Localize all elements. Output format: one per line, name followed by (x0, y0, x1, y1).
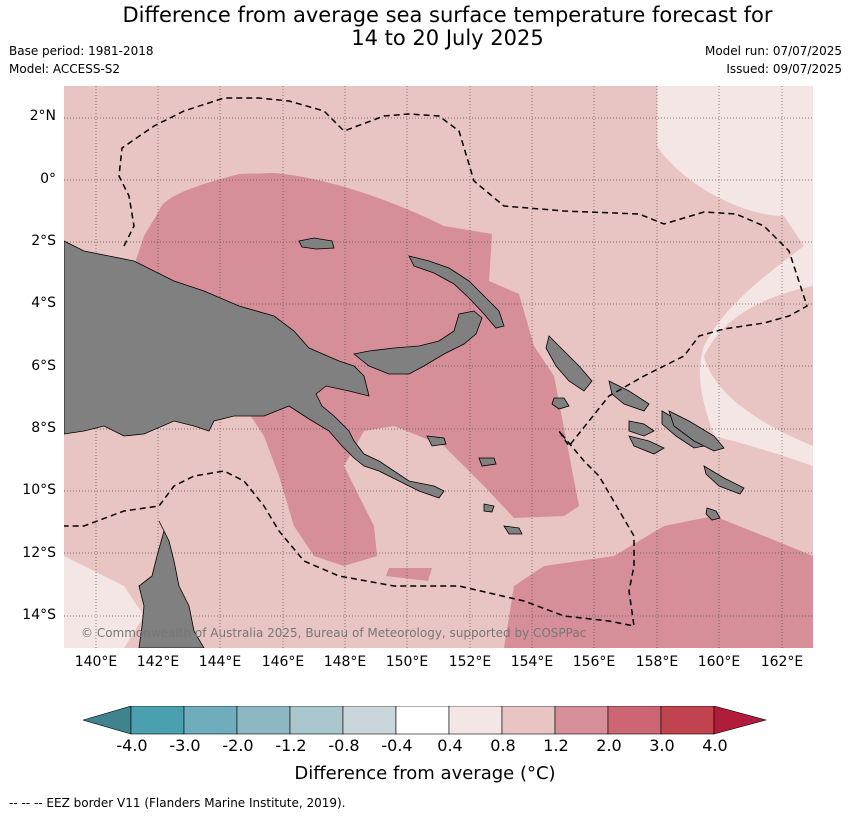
lon-label-148e: 148°E (323, 654, 367, 670)
lat-label-14s: 14°S (22, 607, 56, 623)
copyright-notice: © Commonwealth of Australia 2025, Bureau… (81, 626, 587, 640)
anomaly-region-0-4-0-8-east (657, 86, 813, 648)
chart-title: Difference from average sea surface temp… (0, 4, 850, 50)
colorbar-bin (130, 706, 185, 735)
colorbar-extend-low (83, 706, 132, 735)
land-guadalcanal (628, 435, 665, 455)
lat-label-0: 0° (40, 171, 56, 187)
colorbar-bin (395, 706, 450, 735)
eez-border (64, 97, 808, 627)
lon-label-158e: 158°E (635, 654, 679, 670)
colorbar-tick: -4.0 (116, 736, 148, 755)
anomaly-region-1-2-2-0-small (386, 568, 432, 581)
colorbar-bin (289, 706, 344, 735)
anomaly-region-0-4-0-8-southwest (64, 556, 144, 648)
lon-label-152e: 152°E (448, 654, 492, 670)
land-bougainville (545, 335, 593, 392)
lon-label-146e: 146°E (261, 654, 305, 670)
colorbar-bin (342, 706, 397, 735)
land-dentrecasteaux (426, 435, 447, 447)
colorbar-tick: -3.0 (169, 736, 201, 755)
land-new-guinea (64, 240, 445, 499)
colorbar-tick: -0.8 (328, 736, 360, 755)
model-run: Model run: 07/07/2025 (704, 44, 842, 58)
colorbar-tick: 3.0 (649, 736, 675, 755)
colorbar (83, 706, 767, 735)
colorbar-bin (607, 706, 662, 735)
graticule (64, 86, 813, 648)
colorbar-tick: -2.0 (222, 736, 254, 755)
meta-left: Base period: 1981-2018 Model: ACCESS-S2 (9, 42, 154, 78)
colorbar-bin (501, 706, 556, 735)
land-malaita (668, 410, 725, 452)
lon-label-156e: 156°E (572, 654, 616, 670)
lon-label-162e: 162°E (760, 654, 804, 670)
colorbar-tick: 1.2 (543, 736, 569, 755)
colorbar-tick: 2.0 (596, 736, 622, 755)
lat-label-10s: 10°S (22, 482, 56, 498)
lat-label-2s: 2°S (31, 233, 56, 249)
title-line-1: Difference from average sea surface temp… (122, 3, 773, 27)
land-makira (703, 465, 745, 495)
base-period: Base period: 1981-2018 (9, 44, 154, 58)
colorbar-bin (554, 706, 609, 735)
model-name: Model: ACCESS-S2 (9, 62, 121, 76)
colorbar-bin (448, 706, 503, 735)
lon-label-140e: 140°E (74, 654, 118, 670)
land-small-island (551, 397, 570, 410)
colorbar-tick: 0.4 (437, 736, 463, 755)
lon-label-160e: 160°E (697, 654, 741, 670)
title-line-2: 14 to 20 July 2025 (351, 26, 544, 50)
colorbar-tick: 4.0 (702, 736, 728, 755)
lon-label-144e: 144°E (198, 654, 242, 670)
land-louisiade (483, 503, 495, 513)
land-new-ireland (408, 255, 505, 329)
lat-label-6s: 6°S (31, 358, 56, 374)
land-new-georgia (628, 420, 655, 437)
lon-label-142e: 142°E (136, 654, 180, 670)
anomaly-map (64, 86, 813, 648)
lon-label-154e: 154°E (510, 654, 554, 670)
lat-label-4s: 4°S (31, 295, 56, 311)
lon-label-150e: 150°E (385, 654, 429, 670)
land-manus (298, 237, 335, 250)
lat-label-8s: 8°S (31, 420, 56, 436)
land-cape-york (138, 520, 205, 648)
meta-right: Model run: 07/07/2025 Issued: 09/07/2025 (705, 42, 842, 78)
footnote-eez: -- -- -- EEZ border V11 (Flanders Marine… (9, 796, 346, 810)
colorbar-tick: -0.4 (381, 736, 413, 755)
colorbar-bin (183, 706, 238, 735)
lat-label-2n: 2°N (29, 108, 56, 124)
colorbar-title: Difference from average (°C) (294, 763, 556, 784)
land-rossel (503, 525, 523, 535)
anomaly-region-1-2-2-0-southeast (504, 516, 813, 648)
colorbar-bin (660, 706, 715, 735)
issued-date: Issued: 09/07/2025 (726, 62, 842, 76)
lat-label-12s: 12°S (22, 545, 56, 561)
land-new-britain (353, 310, 483, 375)
colorbar-extend-high (713, 706, 767, 735)
land-woodlark (478, 457, 497, 467)
colorbar-tick: 0.8 (490, 736, 516, 755)
colorbar-bin (236, 706, 291, 735)
colorbar-tick: -1.2 (275, 736, 307, 755)
land-rennell (705, 507, 721, 521)
